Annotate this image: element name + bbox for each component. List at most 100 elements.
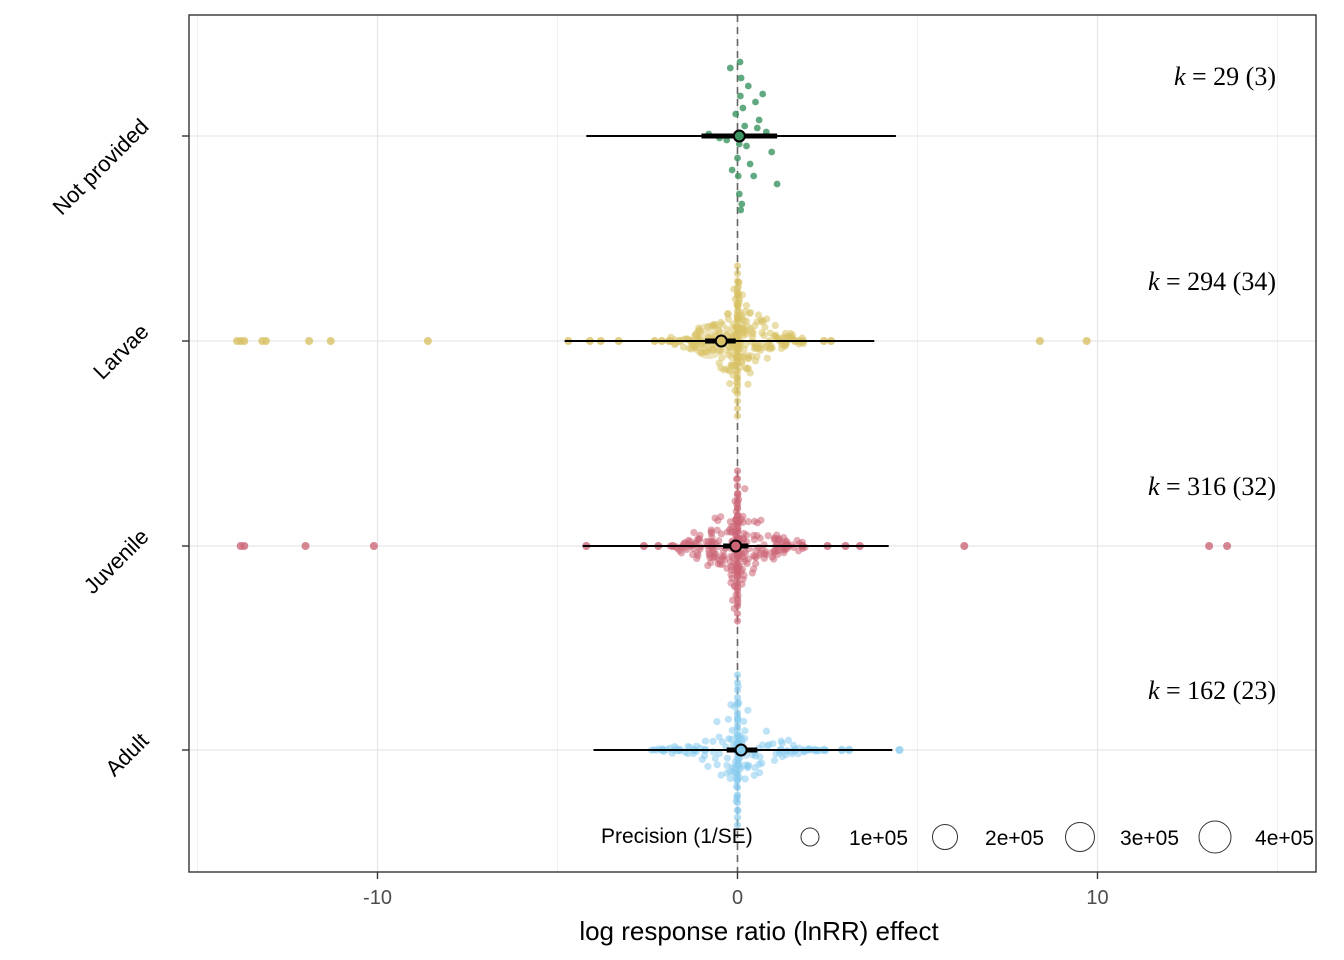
data-point — [728, 528, 736, 536]
k-label: k = 294 (34) — [1148, 267, 1276, 296]
data-point — [733, 776, 742, 784]
data-point — [754, 311, 763, 319]
data-point — [1223, 542, 1232, 550]
data-point — [683, 545, 691, 554]
data-point — [777, 340, 786, 348]
data-point — [728, 523, 736, 531]
data-point — [763, 354, 771, 362]
data-point — [742, 317, 750, 325]
x-tick-label: -10 — [363, 887, 392, 909]
data-point — [733, 277, 742, 285]
x-axis-title: log response ratio (lnRR) effect — [579, 916, 939, 946]
legend-item-label: 3e+05 — [1120, 827, 1179, 850]
legend: Precision (1/SE) 1e+05 2e+05 3e+05 4e+05 — [601, 820, 1314, 854]
data-point — [732, 110, 740, 118]
data-point — [694, 535, 702, 543]
data-point — [733, 708, 742, 717]
data-point — [733, 474, 742, 483]
data-point — [704, 561, 712, 570]
data-point — [734, 172, 742, 180]
data-point — [301, 542, 310, 550]
data-point — [733, 783, 742, 792]
k-letter: k — [1148, 676, 1160, 705]
data-point — [733, 791, 742, 799]
data-point — [767, 344, 775, 352]
data-point — [714, 346, 723, 354]
data-point — [750, 771, 758, 779]
k-label: k = 316 (32) — [1148, 472, 1276, 501]
data-point — [733, 489, 742, 498]
data-point — [733, 352, 742, 360]
data-point — [733, 798, 742, 807]
data-point — [723, 754, 731, 762]
data-point — [713, 761, 721, 769]
data-point — [733, 467, 742, 475]
data-point — [753, 318, 761, 326]
data-point — [727, 571, 735, 579]
data-point — [742, 364, 750, 372]
data-point — [733, 382, 742, 390]
k-count: = 316 (32) — [1160, 472, 1276, 501]
data-point — [733, 602, 742, 610]
group-not-provided: k = 29 (3) — [586, 58, 1276, 214]
data-point — [737, 206, 745, 214]
legend-size-circle — [1198, 820, 1232, 854]
data-point — [762, 727, 771, 735]
data-point — [733, 512, 742, 520]
data-point — [748, 338, 756, 346]
data-point — [733, 269, 742, 278]
data-point — [718, 354, 726, 362]
data-point — [733, 367, 742, 375]
data-point — [742, 301, 751, 310]
k-label: k = 29 (3) — [1174, 62, 1276, 91]
data-point — [772, 331, 780, 339]
data-groups: k = 29 (3)k = 294 (34)k = 316 (32)k = 16… — [233, 58, 1276, 829]
data-point — [701, 348, 709, 356]
data-point — [733, 564, 742, 573]
k-count: = 29 (3) — [1186, 62, 1276, 91]
data-point — [736, 58, 744, 66]
k-label: k = 162 (23) — [1148, 676, 1276, 705]
data-point — [741, 775, 749, 783]
category-label: Not provided — [48, 114, 154, 220]
data-point — [733, 292, 742, 300]
point-estimate — [729, 539, 743, 553]
k-letter: k — [1148, 472, 1160, 501]
data-point — [746, 160, 754, 168]
data-point — [733, 412, 742, 420]
data-point — [733, 572, 742, 580]
data-point — [1205, 542, 1214, 550]
data-point — [726, 380, 734, 388]
k-letter: k — [1148, 267, 1160, 296]
data-point — [756, 346, 765, 354]
data-point — [733, 761, 742, 769]
data-point — [743, 142, 750, 150]
data-point — [740, 529, 748, 538]
data-point — [733, 579, 742, 588]
data-point — [733, 284, 742, 293]
data-point — [693, 549, 702, 557]
data-point — [771, 321, 779, 330]
data-point — [733, 671, 742, 679]
legend-size-circle — [800, 827, 820, 847]
data-point — [752, 98, 759, 106]
data-point — [704, 762, 712, 771]
data-point — [715, 749, 723, 758]
point-estimate — [734, 743, 748, 757]
category-label: Larvae — [88, 319, 153, 384]
data-point — [759, 741, 767, 749]
data-point — [733, 716, 742, 724]
data-point — [744, 323, 752, 331]
data-point — [709, 737, 717, 745]
data-point — [1082, 337, 1091, 345]
y-axis: Not provided Larvae Juvenile Adult — [48, 114, 189, 781]
data-point — [800, 747, 808, 755]
data-point — [733, 527, 742, 535]
data-point — [718, 738, 727, 746]
data-point — [733, 404, 742, 413]
data-point — [763, 315, 771, 323]
data-point — [741, 485, 749, 493]
data-point — [739, 332, 747, 340]
data-point — [684, 749, 692, 758]
data-point — [733, 504, 742, 513]
